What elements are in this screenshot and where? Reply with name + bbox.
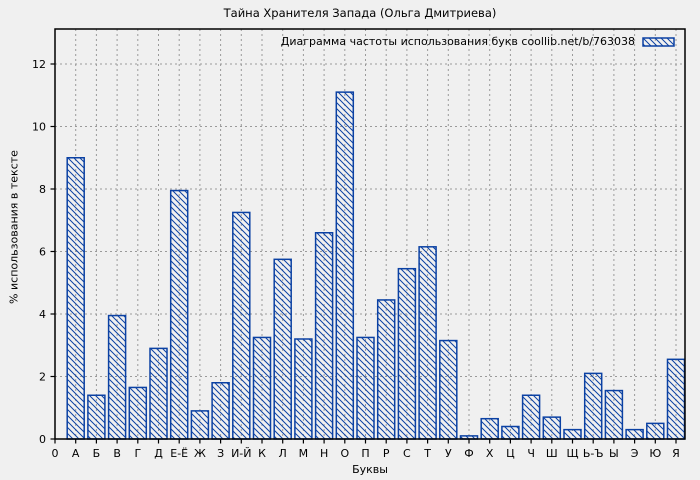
x-tick-label: З <box>217 447 224 460</box>
x-tick-label: Х <box>486 447 494 460</box>
x-tick-label: О <box>340 447 349 460</box>
bar-Л <box>273 258 292 440</box>
x-tick-label: И-Й <box>231 447 251 460</box>
x-tick-label: К <box>258 447 266 460</box>
y-tick-label: 12 <box>32 58 46 71</box>
bar-П <box>356 336 375 440</box>
x-tick-label: Ю <box>649 447 661 460</box>
bar-Ь-Ъ <box>583 372 603 440</box>
bar-Р <box>376 299 396 440</box>
x-tick-label: Г <box>134 447 141 460</box>
bar-О <box>335 91 355 440</box>
bar-Т <box>418 246 437 440</box>
x-tick-label: 0 <box>52 447 59 460</box>
plot-border <box>54 28 686 440</box>
y-axis-label: % использования в тексте <box>7 150 21 304</box>
bar-Е-Ё <box>169 189 189 440</box>
x-tick-label: Щ <box>566 447 578 460</box>
x-tick-label: М <box>299 447 309 460</box>
bar-Ю <box>646 422 665 440</box>
bar-Щ <box>563 428 582 440</box>
bar-Ы <box>604 389 624 440</box>
y-tick-label: 2 <box>39 371 46 384</box>
y-tick-label: 4 <box>39 308 46 321</box>
bar-А <box>66 157 85 440</box>
chart-title: Тайна Хранителя Запада (Ольга Дмитриева) <box>223 6 497 20</box>
x-tick-label: Ь-Ъ <box>583 447 604 460</box>
y-tick-label: 0 <box>39 433 46 446</box>
y-tick-label: 8 <box>39 183 46 196</box>
bar-Ч <box>521 394 541 440</box>
x-tick-label: Я <box>672 447 680 460</box>
x-tick-label: Р <box>383 447 390 460</box>
x-tick-label: У <box>445 447 452 460</box>
x-tick-label: Л <box>279 447 287 460</box>
bar-Ж <box>190 410 210 440</box>
legend-swatch-icon <box>642 36 675 47</box>
bar-Ц <box>501 425 520 440</box>
bar-С <box>397 267 417 440</box>
x-tick-label: Б <box>93 447 101 460</box>
bar-Х <box>480 417 499 440</box>
bar-Ш <box>542 416 562 440</box>
x-axis-label: Буквы <box>352 463 388 476</box>
bar-Д <box>149 347 168 440</box>
x-tick-label: Э <box>631 447 639 460</box>
x-tick-label: Ф <box>464 447 473 460</box>
x-tick-label: Д <box>154 447 163 460</box>
x-tick-label: Т <box>423 447 431 460</box>
x-tick-label: П <box>361 447 369 460</box>
x-tick-label: С <box>403 447 411 460</box>
legend: Диаграмма частоты использования букв coo… <box>281 35 675 48</box>
y-tick-label: 6 <box>39 246 46 259</box>
bar-К <box>252 336 272 440</box>
bar-Б <box>87 394 106 440</box>
x-tick-label: В <box>113 447 121 460</box>
x-tick-label: Ш <box>546 447 558 460</box>
x-tick-label: Е-Ё <box>170 447 188 460</box>
x-tick-label: Н <box>320 447 328 460</box>
x-tick-label: Ы <box>609 447 619 460</box>
x-tick-label: Ц <box>506 447 515 460</box>
bar-Э <box>625 428 644 440</box>
y-tick-label: 10 <box>32 121 46 134</box>
bar-И-Й <box>232 211 251 440</box>
bar-В <box>107 314 127 440</box>
bar-Г <box>128 386 148 440</box>
bar-У <box>439 339 458 440</box>
bar-Я <box>666 358 686 440</box>
bar-З <box>211 382 230 440</box>
x-tick-label: А <box>72 447 80 460</box>
x-tick-label: Ж <box>194 447 206 460</box>
legend-label: Диаграмма частоты использования букв coo… <box>280 35 635 48</box>
bar-М <box>294 338 313 440</box>
x-tick-label: Ч <box>527 447 535 460</box>
bar-Н <box>314 232 334 440</box>
